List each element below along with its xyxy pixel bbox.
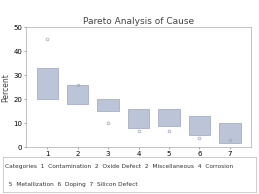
- Bar: [67, 85, 88, 104]
- Text: 5  Metallization  6  Doping  7  Silicon Defect: 5 Metallization 6 Doping 7 Silicon Defec…: [5, 182, 138, 187]
- Bar: [189, 116, 210, 135]
- Bar: [219, 123, 241, 143]
- Text: Categories  1  Contamination  2  Oxide Defect  2  Miscellaneous  4  Corrosion: Categories 1 Contamination 2 Oxide Defec…: [5, 165, 233, 169]
- Title: Pareto Analysis of Cause: Pareto Analysis of Cause: [83, 17, 194, 26]
- Bar: [128, 109, 149, 128]
- Bar: [97, 99, 119, 111]
- Bar: [158, 109, 180, 126]
- Bar: [37, 68, 58, 99]
- X-axis label: Cause of Failure: Cause of Failure: [108, 160, 169, 169]
- Y-axis label: Percent: Percent: [2, 73, 11, 102]
